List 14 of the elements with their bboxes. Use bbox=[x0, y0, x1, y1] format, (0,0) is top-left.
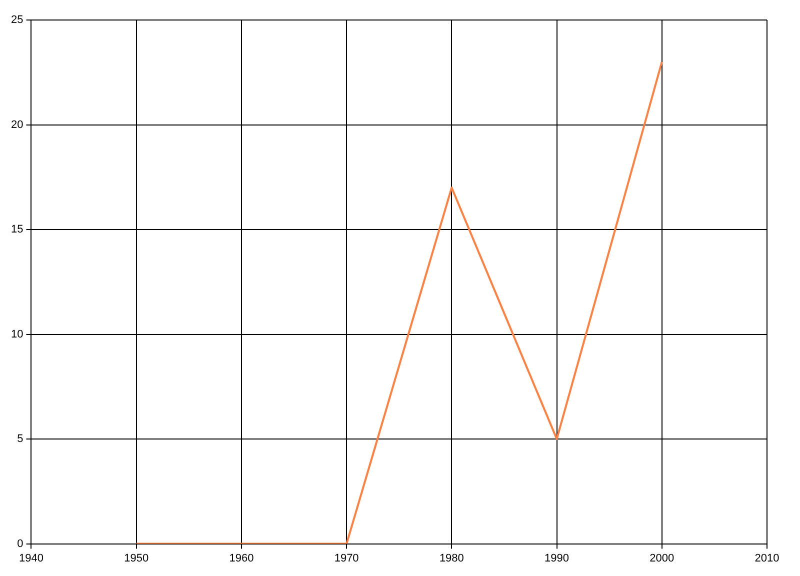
y-tick-label: 25 bbox=[10, 14, 24, 26]
x-tick-label: 1950 bbox=[124, 552, 149, 564]
x-tick-label: 2000 bbox=[650, 552, 674, 564]
x-tick-label: 1990 bbox=[544, 552, 570, 564]
y-tick-label: 20 bbox=[10, 118, 24, 131]
x-tick-label: 1980 bbox=[439, 552, 464, 564]
x-tick-label: 1960 bbox=[229, 552, 254, 564]
x-tick-label: 2010 bbox=[754, 552, 780, 564]
y-tick-label: 10 bbox=[10, 328, 24, 340]
y-tick-label: 5 bbox=[17, 433, 24, 446]
y-tick-label: 0 bbox=[17, 538, 24, 550]
y-tick-label: 15 bbox=[10, 224, 24, 236]
x-tick-label: 1940 bbox=[18, 552, 44, 564]
x-tick-label: 1970 bbox=[334, 552, 359, 564]
